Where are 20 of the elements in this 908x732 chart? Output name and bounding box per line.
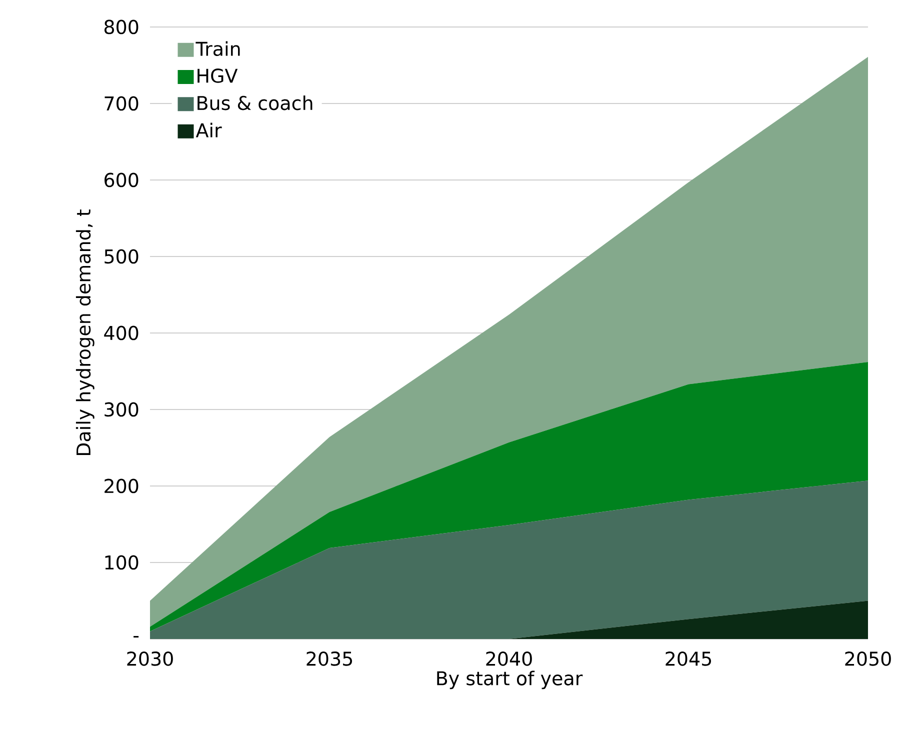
y-tick-label: 600 [104, 172, 138, 188]
x-tick-label: 2050 [845, 652, 891, 666]
y-tick-label: 700 [104, 96, 138, 111]
y-tick-label: 300 [104, 402, 138, 417]
legend-label: Air [196, 122, 222, 138]
x-axis-title: By start of year [437, 670, 583, 690]
x-tick-label: 2030 [127, 652, 173, 666]
legend-label: Bus & coach [198, 95, 312, 110]
x-tick-label: 2045 [666, 652, 712, 666]
y-tick-label: - [134, 636, 139, 638]
y-tick-label: 500 [104, 249, 138, 264]
y-tick-label: 400 [104, 326, 138, 340]
y-tick-label: 100 [105, 555, 138, 570]
y-tick-label: 200 [104, 478, 138, 494]
legend-label: HGV [198, 68, 238, 83]
x-tick-label: 2035 [306, 652, 352, 666]
y-axis-title: Daily hydrogen demand, t [76, 209, 94, 456]
x-tick-label: 2040 [486, 652, 532, 666]
y-tick-label: 800 [104, 20, 138, 34]
legend-label: Train [196, 41, 240, 56]
